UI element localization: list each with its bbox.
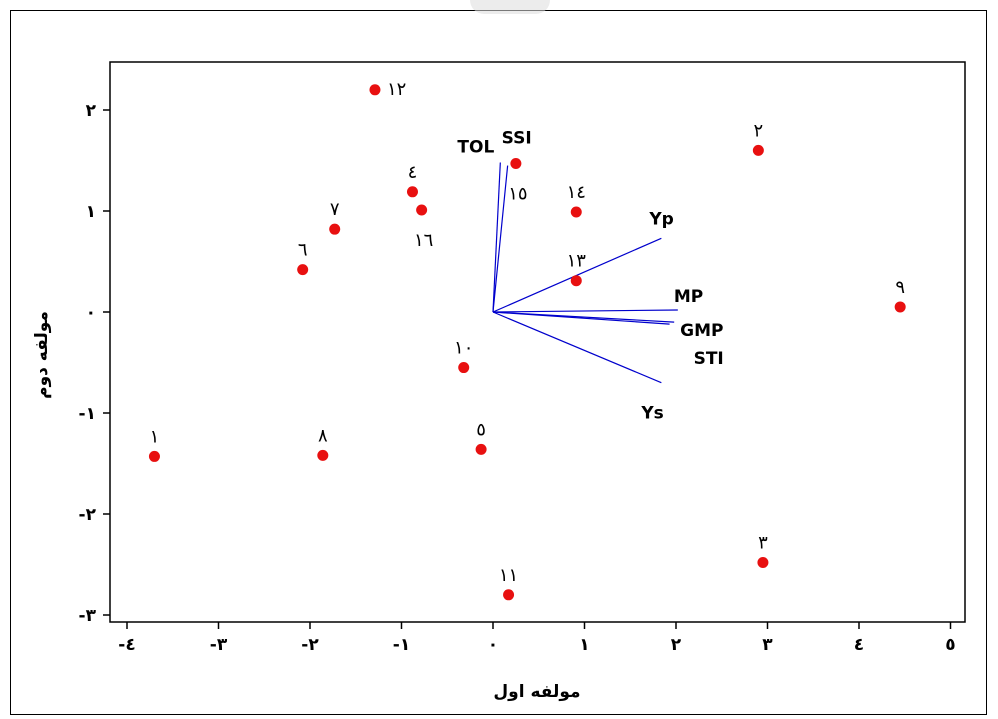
x-tick-label: -٤ <box>118 635 135 655</box>
y-axis-title: مولفه دوم <box>32 311 52 399</box>
x-tick-label: -٣ <box>210 635 228 655</box>
y-tick-label: -٢ <box>79 505 97 525</box>
genotype-point-label: ١٥ <box>508 184 527 205</box>
vector-line-mp <box>492 309 678 313</box>
vector-label-tol: TOL <box>457 138 494 158</box>
x-tick-label: -٢ <box>301 635 319 655</box>
y-tick-label: ١ <box>86 202 96 222</box>
vector-line-yp <box>492 237 662 313</box>
y-tick-label: ٢ <box>86 101 97 121</box>
genotype-point-label: ١٤ <box>567 182 586 203</box>
genotype-point <box>297 264 309 276</box>
vector-line-ssi <box>492 165 509 313</box>
genotype-point-label: ٤ <box>408 162 418 183</box>
genotype-point-label: ١٠ <box>454 338 473 359</box>
y-tick-label: -١ <box>79 404 96 424</box>
vector-label-gmp: GMP <box>680 321 723 341</box>
genotype-point <box>475 443 487 455</box>
genotype-point-label: ١٢ <box>387 79 406 100</box>
genotype-point <box>757 556 769 568</box>
genotype-point-label: ٨ <box>318 425 328 446</box>
genotype-point <box>894 301 906 313</box>
x-tick-label: ٢ <box>671 635 682 655</box>
genotype-point <box>510 158 522 170</box>
genotype-point-label: ٢ <box>754 120 764 141</box>
genotype-point <box>317 449 329 461</box>
x-tick-label: ٤ <box>854 635 864 655</box>
trait-vectors: TOL SSI Yp MP GMP STI Ys <box>457 129 723 424</box>
genotype-point-label: ١١ <box>499 565 518 586</box>
genotype-point <box>329 223 341 235</box>
vector-label-mp: MP <box>674 287 703 307</box>
genotype-point-label: ٥ <box>476 419 486 440</box>
genotype-point <box>752 144 764 156</box>
genotype-point <box>406 186 418 198</box>
x-tick-label: ٠ <box>488 635 498 655</box>
vector-line-sti <box>492 311 670 325</box>
genotype-point <box>458 362 470 374</box>
genotype-point <box>503 589 515 601</box>
genotype-point <box>570 275 582 287</box>
x-tick-label: ٥ <box>945 635 955 655</box>
plot-area <box>109 61 966 623</box>
genotype-point-label: ٦ <box>298 240 308 261</box>
vector-line-ys <box>492 311 662 384</box>
vector-label-yp: Yp <box>648 209 673 229</box>
genotype-point-label: ٣ <box>758 532 768 553</box>
vector-label-sti: STI <box>694 349 724 369</box>
x-tick-label: ٣ <box>762 635 773 655</box>
x-tick-label: -١ <box>393 635 410 655</box>
genotype-point <box>148 450 160 462</box>
vector-label-ssi: SSI <box>502 129 532 149</box>
genotype-point <box>369 84 381 96</box>
genotype-point-label: ١٣ <box>567 251 587 272</box>
vector-label-ys: Ys <box>640 404 663 424</box>
genotype-point-label: ٩ <box>895 277 905 298</box>
x-axis-title: مولفه اول <box>493 682 580 702</box>
y-tick-label: ٠ <box>86 303 96 323</box>
genotype-point <box>570 206 582 218</box>
genotype-point-label: ٧ <box>330 199 340 220</box>
vector-line-tol <box>492 162 501 313</box>
genotype-point <box>416 204 428 216</box>
y-tick-label: -٣ <box>79 606 97 626</box>
x-tick-label: ١ <box>579 635 589 655</box>
watermark <box>470 0 550 14</box>
genotype-point-label: ١ <box>150 426 160 447</box>
genotype-point-label: ١٦ <box>414 230 433 251</box>
